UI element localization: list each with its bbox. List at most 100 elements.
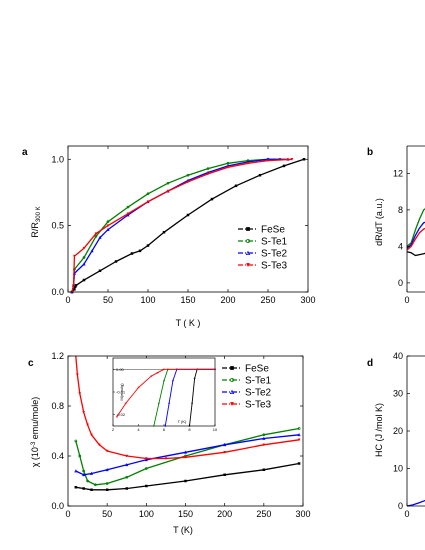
data-point-c-2-4 [125, 462, 129, 467]
data-point-c-3-9 [144, 457, 148, 461]
inset-x-tick-label-0: 2 [112, 427, 115, 432]
data-point-a-2-7 [126, 213, 130, 217]
x-tick-label-a-2: 100 [140, 295, 155, 305]
inset-x-tick-label-4: 10 [213, 427, 218, 432]
y-tick-label-d-3: 30 [393, 389, 403, 399]
data-point-c-1-6 [125, 475, 129, 479]
data-point-c-3-13 [262, 443, 266, 447]
panel-label-c: c [28, 358, 34, 369]
x-tick-label-a-3: 150 [180, 295, 195, 305]
data-point-a-3-13 [266, 159, 270, 163]
legend-label-a-0: FeSe [261, 225, 285, 236]
data-point-c-0-1 [82, 487, 85, 490]
data-point-a-3-6 [126, 212, 130, 216]
data-point-a-2-5 [98, 235, 102, 239]
data-point-c-0-6 [184, 479, 187, 483]
data-point-c-1-0 [74, 439, 78, 443]
data-point-c-2-2 [89, 471, 94, 475]
inset-frame [112, 357, 216, 427]
legend-marker-a-0 [246, 227, 250, 231]
data-point-a-3-3 [82, 246, 86, 250]
data-point-c-2-1 [82, 472, 86, 477]
data-point-c-1-4 [94, 483, 97, 487]
y-axis-label-c-sup: -3 [31, 441, 37, 447]
data-point-a-0-6 [114, 260, 118, 263]
inset-data-point-2-0 [164, 425, 167, 427]
x-tick-label-c-2: 100 [139, 509, 154, 519]
y-axis-label-a: R/R300 K [30, 206, 42, 237]
inset-data-point-3-2 [137, 386, 140, 389]
legend-label-c-2: S-Te2 [245, 388, 272, 399]
y-tick-label-a-0: 0.0 [51, 287, 64, 297]
panel-d: d 0 10 20 30 40 0 HC (J /mol K) [367, 351, 425, 519]
inset-series-line-3 [116, 368, 215, 418]
data-point-c-2-3 [105, 467, 109, 472]
x-tick-label-a-6: 300 [300, 295, 315, 305]
data-point-a-1-4 [94, 234, 98, 238]
data-point-c-2-5 [144, 457, 148, 462]
y-tick-label-d-2: 20 [393, 426, 403, 436]
data-point-a-3-2 [72, 254, 76, 258]
data-point-a-0-8 [138, 249, 142, 253]
data-point-a-1-6 [126, 205, 130, 209]
data-point-c-3-14 [297, 438, 301, 442]
legend-label-c-1: S-Te1 [245, 376, 272, 387]
y-axis-label-d: HC (J /mol K) [374, 403, 384, 457]
data-point-c-1-2 [82, 469, 86, 473]
data-point-a-3-9 [186, 180, 190, 184]
legend-marker-c-3 [229, 402, 235, 407]
inset-data-point-2-2 [172, 379, 174, 382]
data-point-a-0-15 [282, 164, 286, 168]
data-point-a-2-3 [82, 262, 86, 266]
data-point-a-1-9 [186, 173, 190, 177]
plot-area-a: 0 50 100 150 200 250 300 0.0 0.5 1.0 [51, 145, 316, 305]
inset-y-axis-label: M(emu/g) [119, 383, 124, 401]
inset-data-point-3-6 [214, 368, 216, 371]
data-point-c-3-3 [82, 411, 86, 414]
data-point-c-3-5 [90, 433, 93, 437]
x-tick-label-a-4: 200 [220, 295, 235, 305]
y-tick-label-b-0: 0 [398, 278, 403, 288]
data-point-c-3-8 [125, 454, 129, 458]
data-point-a-3-10 [206, 172, 210, 176]
x-tick-label-a-5: 250 [260, 295, 275, 305]
data-point-a-2-6 [106, 227, 110, 231]
y-tick-label-b-3: 12 [393, 168, 403, 178]
data-point-c-1-11 [297, 427, 301, 430]
legend-label-c-3: S-Te3 [245, 400, 272, 411]
inset-x-tick-label-2: 6 [163, 427, 166, 432]
inset-c: 2 4 6 8 10 0.00 -0.01 -0.02 T (K) M(emu/g) [112, 357, 218, 432]
y-axis-label-c-main: χ (10 [30, 447, 40, 467]
data-point-c-0-2 [90, 488, 93, 491]
data-point-a-0-5 [98, 269, 102, 273]
y-tick-label-a-2: 1.0 [51, 154, 64, 164]
panel-c: c 0 50 100 150 200 250 300 0.0 0.4 0.8 1.2 T (K) χ… [28, 351, 311, 535]
y-axis-label-c: χ (10-3 emu/mole) [30, 397, 40, 468]
y-tick-label-c-2: 0.8 [51, 401, 64, 411]
plot-area-d: 0 10 20 30 40 0 [393, 351, 425, 519]
y-tick-label-d-1: 10 [393, 464, 403, 474]
x-tick-label-c-1: 50 [102, 509, 112, 519]
data-point-a-0-9 [146, 244, 150, 247]
inset-y-tick-label-1: -0.01 [116, 390, 126, 395]
data-point-c-3-1 [75, 373, 79, 377]
x-axis-label-a: T ( K ) [176, 318, 201, 328]
inset-data-point-1-2 [163, 379, 165, 382]
data-point-c-0-3 [105, 488, 109, 491]
inset-data-point-1-0 [152, 425, 155, 427]
series-line-b-1 [406, 208, 425, 247]
y-axis-label-b: dR/dT (a.u.) [374, 198, 384, 246]
data-point-a-0-14 [258, 173, 262, 177]
inset-data-point-3-0 [115, 416, 118, 418]
data-point-c-3-7 [105, 449, 109, 453]
panel-a: a 0 50 100 150 200 250 300 0.0 0.5 1.0 T ( K ) R/… [22, 145, 316, 328]
series-line-a-1 [71, 158, 280, 293]
data-point-a-0-12 [210, 197, 214, 201]
x-tick-label-b-0: 0 [404, 295, 409, 305]
data-point-a-1-7 [146, 192, 150, 196]
data-point-c-3-2 [78, 392, 82, 396]
inset-x-axis-label: T (K) [178, 419, 187, 424]
data-point-a-0-7 [130, 252, 134, 255]
